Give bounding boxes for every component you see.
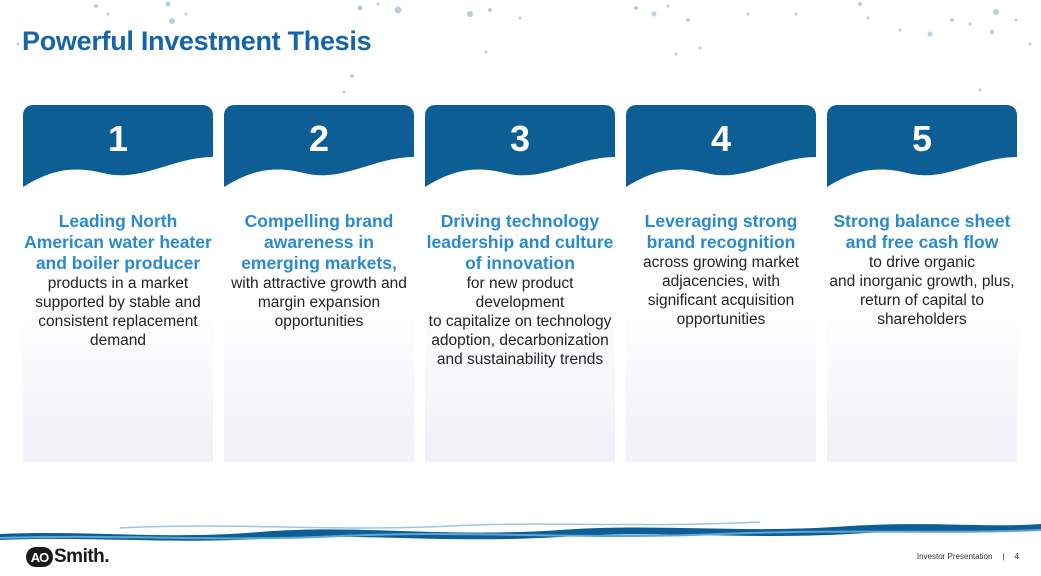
card-highlight: Driving technology leadership and cultur… xyxy=(426,211,614,273)
water-droplets-decoration xyxy=(16,1,1032,94)
thesis-card-1: 1 Leading North American water heater an… xyxy=(23,105,213,462)
card-highlight: Compelling brand awareness in emerging m… xyxy=(241,211,397,273)
footer-wave-decoration xyxy=(0,521,1041,541)
card-text: across growing market adjacencies, with … xyxy=(643,254,799,328)
card-text: to drive organic and inorganic growth, p… xyxy=(829,254,1015,328)
card-highlight: Leveraging strong brand recognition xyxy=(644,211,798,252)
card-text: for new product development to capitaliz… xyxy=(428,275,612,368)
page-title: Powerful Investment Thesis xyxy=(22,26,372,56)
card-header-wave xyxy=(224,105,414,187)
card-number: 5 xyxy=(911,118,933,159)
card-description: Strong balance sheet and free cash flow … xyxy=(827,211,1017,329)
card-number: 2 xyxy=(308,118,330,159)
thesis-card-2: 2 Compelling brand awareness in emerging… xyxy=(224,105,414,462)
card-highlight: Leading North American water heater and … xyxy=(24,211,212,273)
card-text: with attractive growth and margin expans… xyxy=(231,275,407,330)
card-header-wave xyxy=(827,105,1017,187)
card-header-wave xyxy=(23,105,213,187)
footer-page-info: Investor Presentation | 4 xyxy=(917,552,1019,561)
footer-label: Investor Presentation xyxy=(916,552,993,561)
thesis-card-3: 3 Driving technology leadership and cult… xyxy=(425,105,615,462)
card-description: Driving technology leadership and cultur… xyxy=(425,211,615,369)
card-number: 4 xyxy=(710,118,732,159)
ao-smith-logo: AO Smith. xyxy=(26,545,110,569)
card-number: 3 xyxy=(509,118,531,159)
card-header-wave xyxy=(626,105,816,187)
logo-mark: AO xyxy=(26,547,53,567)
card-description: Compelling brand awareness in emerging m… xyxy=(224,211,414,331)
card-number: 1 xyxy=(107,118,129,159)
card-description: Leveraging strong brand recognition acro… xyxy=(626,211,816,329)
logo-wordmark: Smith. xyxy=(54,546,110,567)
card-highlight: Strong balance sheet and free cash flow xyxy=(833,211,1011,252)
card-description: Leading North American water heater and … xyxy=(23,211,213,350)
thesis-card-5: 5 Strong balance sheet and free cash flo… xyxy=(827,105,1017,462)
card-text: products in a market supported by stable… xyxy=(35,275,201,349)
footer-separator: | xyxy=(1002,552,1005,561)
page-number: 4 xyxy=(1014,552,1019,561)
card-header-wave xyxy=(425,105,615,187)
thesis-card-4: 4 Leveraging strong brand recognition ac… xyxy=(626,105,816,462)
